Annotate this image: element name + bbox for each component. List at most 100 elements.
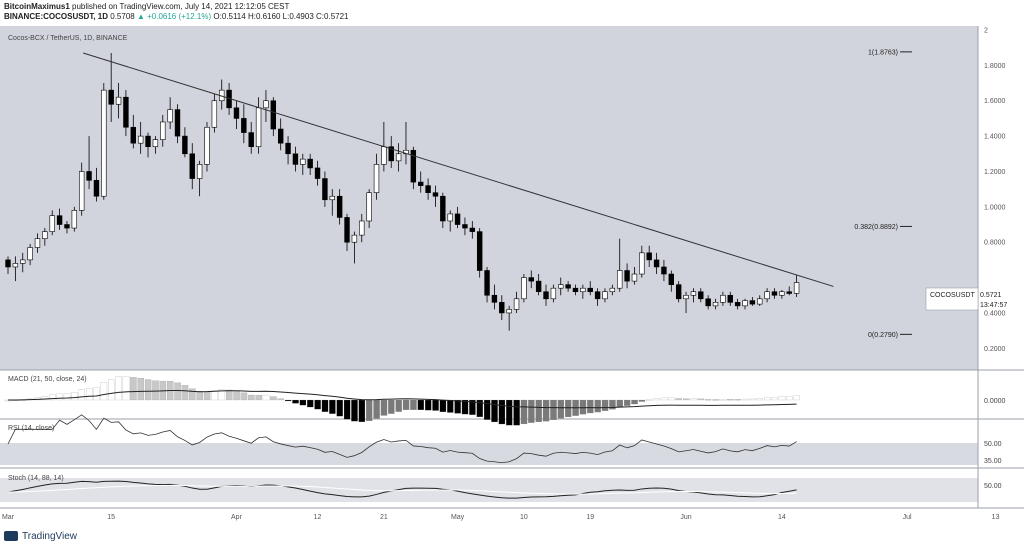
candle bbox=[653, 252, 660, 275]
open-value: 0.5114 bbox=[221, 12, 246, 21]
candle-body bbox=[609, 287, 616, 293]
candle bbox=[580, 284, 586, 299]
main-pane-background bbox=[0, 26, 978, 370]
candle-body bbox=[513, 298, 520, 310]
macd-bar bbox=[240, 392, 248, 401]
macd-bar bbox=[764, 397, 771, 401]
candle bbox=[609, 284, 616, 296]
macd-bar bbox=[653, 398, 660, 401]
macd-bar bbox=[675, 398, 682, 401]
macd-bar bbox=[380, 399, 388, 416]
candle bbox=[749, 297, 756, 306]
macd-bar bbox=[262, 394, 270, 401]
candle bbox=[779, 289, 785, 299]
last-price: 0.5708 bbox=[110, 12, 135, 21]
price-tick-label: 1.2000 bbox=[984, 169, 1006, 176]
candle bbox=[115, 83, 122, 119]
tradingview-logo-icon bbox=[4, 531, 18, 541]
macd-bar bbox=[646, 399, 653, 401]
candle bbox=[182, 127, 188, 158]
macd-bar bbox=[513, 399, 520, 426]
candle bbox=[86, 136, 92, 190]
candle-body bbox=[130, 126, 136, 144]
candle bbox=[174, 104, 181, 144]
candle bbox=[521, 274, 527, 303]
macd-legend: MACD (21, 50, close, 24) bbox=[8, 376, 87, 383]
candle bbox=[491, 284, 498, 310]
macd-bar bbox=[749, 398, 756, 401]
candle-body bbox=[661, 266, 667, 275]
macd-bar bbox=[778, 396, 786, 401]
candle bbox=[639, 245, 645, 278]
author-name[interactable]: BitcoinMaximus1 bbox=[4, 2, 70, 11]
footer-brand[interactable]: TradingView bbox=[22, 530, 78, 542]
macd-bar bbox=[668, 397, 675, 401]
candle bbox=[617, 238, 623, 292]
candle bbox=[351, 231, 358, 264]
chart-area[interactable]: 2 1.8000 1.6000 1.4000 1.2000 1.0000 0.8000 0.4… bbox=[0, 26, 1024, 524]
candle-body bbox=[34, 238, 41, 248]
candle-body bbox=[535, 280, 542, 293]
fib-label: 1(1.8763) bbox=[868, 49, 898, 56]
publish-info: published on TradingView.com, July 14, 2… bbox=[72, 2, 290, 11]
price-axis[interactable]: 2 1.8000 1.6000 1.4000 1.2000 1.0000 0.8000 0.4… bbox=[984, 28, 1006, 353]
candle bbox=[535, 274, 542, 296]
low-value: 0.4903 bbox=[289, 12, 314, 21]
candle-body bbox=[101, 89, 107, 197]
candle-body bbox=[137, 135, 144, 144]
candle-body bbox=[285, 142, 291, 155]
candle-body bbox=[425, 185, 431, 193]
descending-resistance-line[interactable] bbox=[83, 52, 834, 287]
macd-bar bbox=[439, 399, 447, 412]
macd-bar bbox=[690, 398, 697, 401]
macd-bar bbox=[793, 395, 800, 401]
candle-body bbox=[359, 220, 365, 236]
price-chart-svg[interactable]: 2 1.8000 1.6000 1.4000 1.2000 1.0000 0.8000 0.4… bbox=[0, 26, 1024, 524]
candle-body bbox=[624, 270, 630, 282]
rsi-35-tick: 35.00 bbox=[984, 458, 1002, 465]
candle bbox=[42, 228, 48, 246]
candle-body bbox=[594, 291, 601, 300]
candle bbox=[742, 298, 748, 310]
candle-body bbox=[683, 294, 689, 300]
candle bbox=[506, 305, 512, 331]
macd-bar bbox=[343, 399, 351, 420]
rsi-legend: RSI (14, close) bbox=[8, 425, 54, 432]
candle-body bbox=[491, 294, 498, 303]
candle bbox=[432, 185, 439, 207]
candle bbox=[152, 136, 159, 154]
macd-bar bbox=[623, 399, 631, 406]
macd-bar bbox=[218, 389, 226, 401]
stoch-legend: Stoch (14, 88, 14) bbox=[8, 475, 64, 482]
candle-body bbox=[145, 135, 151, 148]
candle bbox=[454, 206, 461, 229]
candle-body bbox=[79, 171, 85, 211]
candle-body bbox=[123, 96, 129, 128]
candle-body bbox=[373, 164, 380, 193]
candle bbox=[447, 210, 453, 232]
candle-body bbox=[764, 291, 770, 300]
price-tick-label: 1.6000 bbox=[984, 98, 1006, 105]
candle-body bbox=[189, 153, 195, 179]
candle bbox=[137, 121, 144, 154]
candle-body bbox=[388, 146, 394, 162]
candle bbox=[5, 256, 11, 275]
macd-bar bbox=[152, 380, 159, 401]
candle bbox=[734, 298, 741, 310]
macd-bar bbox=[432, 399, 439, 411]
candle-body bbox=[646, 252, 652, 261]
time-axis[interactable]: Mar15Apr1221May1019Jun14Jul1321Aug bbox=[2, 514, 1024, 521]
candle-body bbox=[639, 252, 645, 275]
candle bbox=[366, 189, 372, 229]
candle-body bbox=[277, 128, 284, 144]
candle-body bbox=[793, 282, 800, 294]
candle-body bbox=[5, 259, 11, 268]
macd-bar bbox=[366, 399, 373, 421]
macd-bar bbox=[189, 388, 196, 401]
candle bbox=[705, 295, 711, 310]
macd-bar bbox=[550, 399, 557, 420]
candle bbox=[484, 266, 490, 303]
candle-body bbox=[440, 195, 446, 222]
candle-body bbox=[366, 192, 372, 222]
candle bbox=[683, 291, 689, 313]
